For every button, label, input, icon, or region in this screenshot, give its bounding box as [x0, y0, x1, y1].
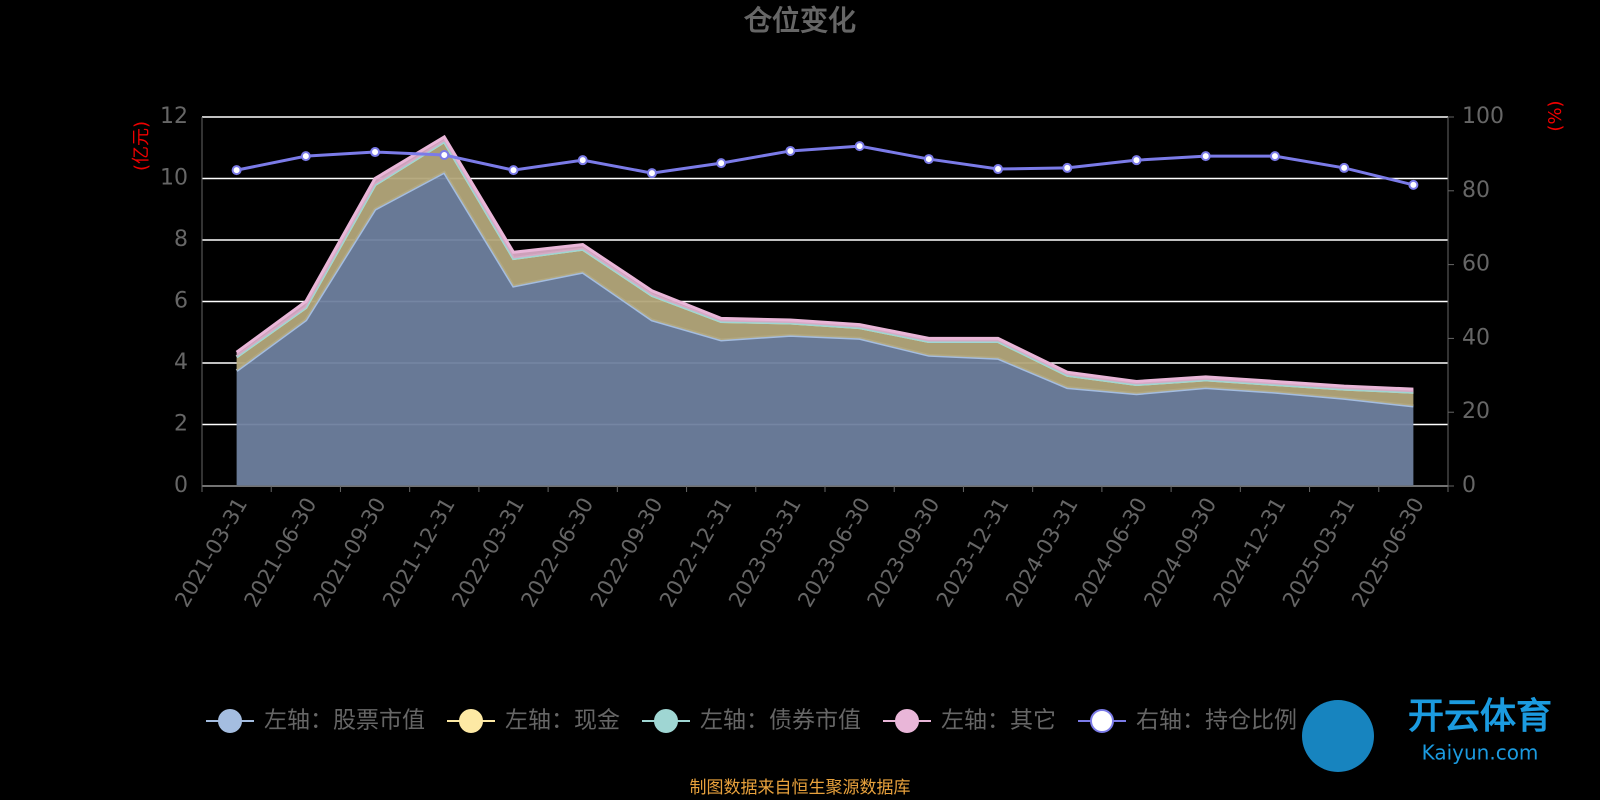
x-tick-label: 2024-06-30 [1070, 494, 1152, 612]
area-line [235, 134, 1414, 391]
line [236, 144, 1414, 187]
x-tick-label: 2023-03-31 [724, 494, 806, 612]
y-axis-label: (亿元) [131, 121, 152, 171]
x-tick-label: 2021-12-31 [378, 494, 460, 612]
source-note: 制图数据来自恒生聚源数据库 [690, 778, 911, 798]
line-point [646, 168, 657, 179]
x-tick-label: 2022-09-30 [586, 494, 668, 612]
y-tick-label: 10 [160, 166, 188, 191]
legend-label: 右轴：持仓比例 [1136, 708, 1297, 734]
x-tick-label: 2024-09-30 [1139, 494, 1221, 612]
line-point [1131, 155, 1142, 166]
line-point [993, 164, 1004, 175]
line-point [439, 150, 450, 161]
legend-symbol [1090, 709, 1114, 733]
line-point [508, 165, 519, 176]
legend-label: 左轴：其它 [941, 708, 1056, 734]
y-tick-label: 12 [160, 104, 188, 129]
y2-tick-label: 0 [1462, 473, 1476, 498]
line-point [1269, 151, 1280, 162]
x-tick-label: 2025-03-31 [1278, 494, 1360, 612]
area-line [235, 139, 1414, 394]
x-tick-label: 2023-09-30 [863, 494, 945, 612]
x-tick-label: 2021-06-30 [240, 494, 322, 612]
watermark: Kaiyun.com [1422, 741, 1539, 765]
line-point [577, 155, 588, 166]
area-fill [236, 172, 1414, 486]
x-tick-label: 2022-03-31 [447, 494, 529, 612]
line-point [716, 158, 727, 169]
y-tick-label: 0 [174, 473, 188, 498]
line-point [1062, 162, 1073, 173]
x-tick-label: 2021-03-31 [170, 494, 252, 612]
legend-symbol [654, 709, 678, 733]
x-tick-label: 2022-12-31 [655, 494, 737, 612]
legend-label: 左轴：现金 [505, 708, 620, 734]
x-tick-label: 2021-09-30 [309, 494, 391, 612]
chart-title: 仓位变化 [744, 4, 856, 37]
plot-marks [231, 141, 1419, 190]
y-tick-label: 6 [174, 289, 188, 314]
line-point [370, 147, 381, 158]
line-point [923, 154, 934, 165]
line-point [231, 165, 242, 176]
y2-tick-label: 100 [1462, 104, 1504, 129]
line-point [1408, 179, 1419, 190]
y2-tick-label: 60 [1462, 252, 1490, 277]
x-tick-label: 2023-12-31 [932, 494, 1014, 612]
y2-tick-label: 20 [1462, 399, 1490, 424]
legend-symbol [218, 709, 242, 733]
line-point [1339, 162, 1350, 173]
legend-symbol [895, 709, 919, 733]
watermark: 开云体育 [1408, 696, 1552, 737]
y-tick-label: 4 [174, 350, 188, 375]
x-tick-label: 2023-06-30 [793, 494, 875, 612]
plot-background [202, 116, 1448, 487]
line-point [854, 141, 865, 152]
line-point [785, 145, 796, 156]
x-tick-label: 2024-12-31 [1209, 494, 1291, 612]
x-tick-label: 2022-06-30 [516, 494, 598, 612]
line-point [300, 151, 311, 162]
y-tick-label: 2 [174, 412, 188, 437]
x-tick-label: 2025-06-30 [1347, 494, 1429, 612]
watermark-logo [1302, 700, 1374, 772]
y2-tick-label: 80 [1462, 178, 1490, 203]
legend-label: 左轴：债券市值 [700, 708, 861, 734]
legend-symbol [459, 709, 483, 733]
legend-label: 左轴：股票市值 [264, 708, 425, 734]
line-point [1200, 151, 1211, 162]
y-tick-label: 8 [174, 227, 188, 252]
y2-axis-label: (%) [1545, 100, 1566, 131]
x-tick-label: 2024-03-31 [1001, 494, 1083, 612]
y2-tick-label: 40 [1462, 325, 1490, 350]
